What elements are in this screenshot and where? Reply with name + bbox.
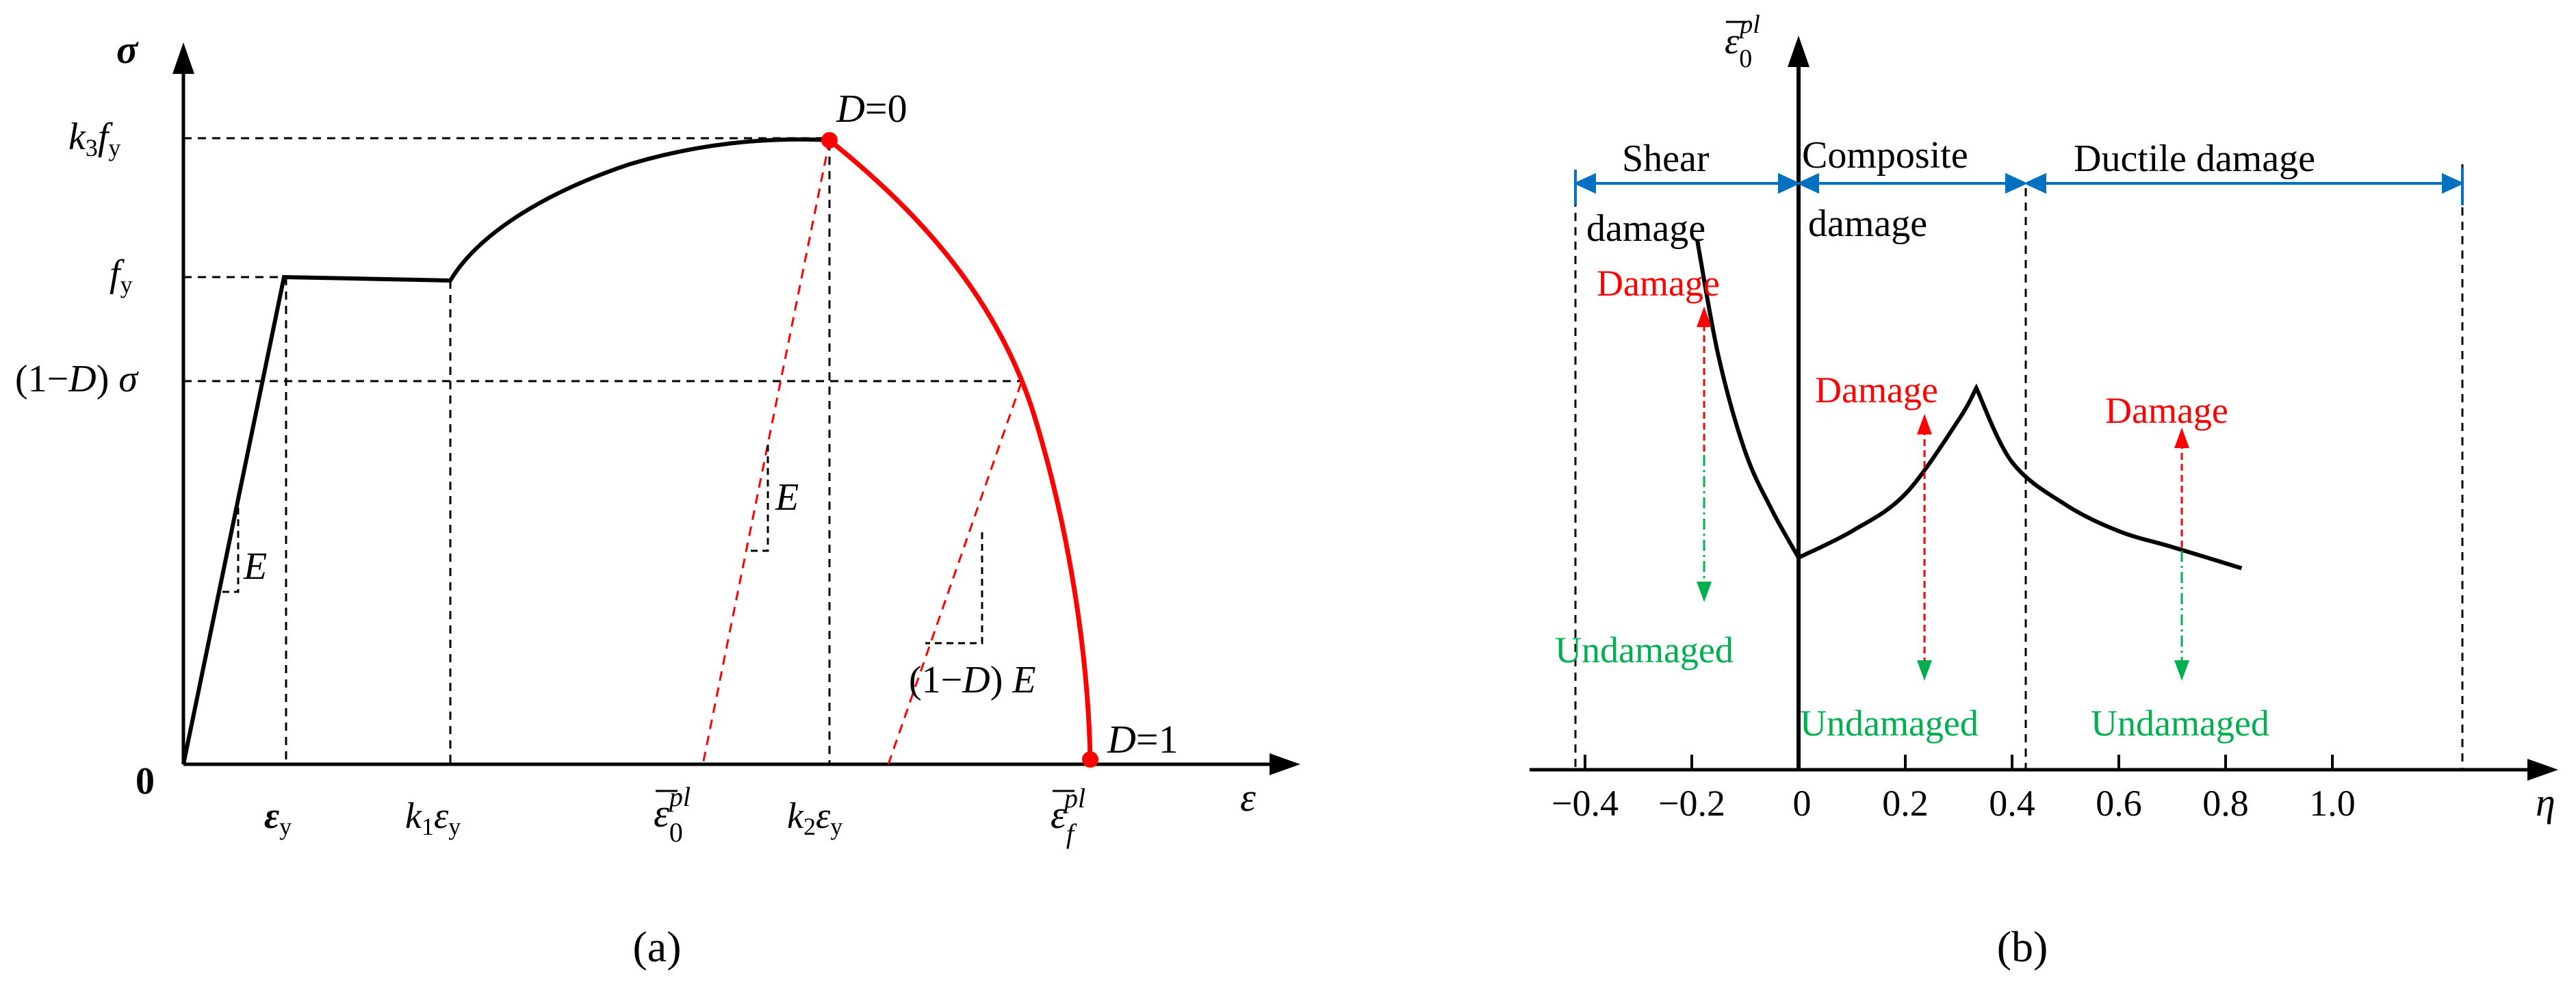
damage-softening-curve — [827, 138, 1093, 760]
x-tick-label-b: 0.6 — [2096, 783, 2142, 824]
slope-triangles — [219, 445, 983, 645]
label-E2: E — [775, 476, 799, 519]
x-axis-b-arrow — [2527, 759, 2558, 781]
caption-a: (a) — [632, 922, 681, 971]
label-damaged-modulus: (1−D) E — [909, 659, 1036, 701]
undamaged-arrowhead-1 — [1697, 582, 1712, 602]
bracket-composite-arrow-left — [1796, 172, 1819, 194]
origin-label: 0 — [136, 760, 155, 803]
y-tick-fy: fy — [110, 252, 133, 298]
x-ticks-b: −0.4 −0.2 0 0.2 0.4 0.6 0.8 1.0 — [1551, 755, 2356, 824]
svg-text:ε0pl: ε0pl — [1725, 10, 1760, 73]
x-tick-label-b: −0.4 — [1551, 783, 1619, 824]
bracket-shear-arrow-right — [1778, 172, 1801, 194]
x-tick-k2ey: k2εy — [787, 795, 842, 840]
damage-arrowhead-3 — [2174, 428, 2189, 448]
label-D1: D=1 — [1107, 717, 1178, 762]
region-bracket — [1573, 168, 2464, 205]
point-D1 — [1082, 751, 1098, 768]
bracket-ductile-arrow-right — [2442, 172, 2464, 194]
undamaged-label-2: Undamaged — [1800, 703, 1979, 744]
x-tick-label-b: 0.4 — [1989, 783, 2035, 824]
caption-b: (b) — [1997, 922, 2048, 971]
damage-arrowhead-2 — [1917, 414, 1932, 434]
y-axis-a-arrow — [172, 42, 194, 74]
region-shear-label-2: damage — [1586, 207, 1705, 250]
arrow-pair-1 — [1697, 307, 1712, 602]
point-D0 — [821, 132, 838, 148]
undamaged-label-1: Undamaged — [1555, 629, 1734, 671]
bracket-ductile-arrow-left — [2024, 172, 2046, 194]
damage-label-3: Damage — [2105, 390, 2228, 431]
x-tick-k1ey: k1εy — [405, 795, 461, 840]
x-tick-label-b: 0 — [1793, 783, 1812, 824]
region-shear-label: Shear — [1622, 138, 1710, 180]
panel-b: −0.4 −0.2 0 0.2 0.4 0.6 0.8 1.0 Shear damage Co… — [1530, 10, 2558, 971]
x-tick-efpl: εfpl — [1051, 783, 1085, 849]
arrow-pair-3 — [2174, 428, 2189, 681]
arrow-pair-2 — [1917, 414, 1932, 681]
x-axis-a-label: ε — [1240, 775, 1256, 820]
svg-text:ε0pl: ε0pl — [654, 781, 691, 848]
guides-a — [183, 137, 1021, 764]
fracture-strain-curve — [1695, 239, 2243, 571]
unload-line-elastic — [701, 140, 831, 765]
stress-strain-curve — [181, 137, 830, 765]
x-tick-label-b: 0.2 — [1882, 783, 1929, 824]
panel-a: σ ε 0 k3fy fy (1−D) σ εy k1εy ε0pl k2εy — [15, 27, 1300, 971]
label-E1: E — [243, 545, 267, 588]
y-axis-b-arrow — [1788, 36, 1809, 67]
x-tick-label-b: 1.0 — [2309, 783, 2356, 824]
svg-text:εfpl: εfpl — [1051, 783, 1085, 849]
label-D0: D=0 — [836, 86, 907, 131]
unload-line-damaged — [887, 382, 1022, 765]
region-composite-label: Composite — [1802, 134, 1968, 177]
undamaged-label-3: Undamaged — [2091, 703, 2269, 744]
damage-label-1: Damage — [1597, 263, 1720, 304]
damage-label-2: Damage — [1815, 369, 1938, 411]
damage-arrowhead-1 — [1697, 307, 1712, 327]
bracket-shear-arrow-left — [1573, 172, 1596, 194]
y-axis-a-label: σ — [116, 27, 139, 72]
state-arrows — [1697, 307, 2189, 681]
region-composite-label-2: damage — [1808, 203, 1927, 245]
x-tick-ey: εy — [264, 795, 292, 840]
unload-lines — [701, 140, 1022, 765]
x-axis-a-arrow — [1270, 753, 1300, 775]
x-axis-b-label: η — [2536, 780, 2555, 824]
y-tick-k3fy: k3fy — [68, 116, 120, 161]
undamaged-arrowhead-3 — [2174, 660, 2189, 681]
undamaged-arrowhead-2 — [1917, 660, 1932, 681]
region-ductile-label: Ductile damage — [2074, 138, 2315, 180]
x-tick-e0pl: ε0pl — [654, 781, 691, 848]
slope-triangle-E3 — [925, 532, 983, 645]
region-boundaries — [1574, 164, 2464, 770]
y-tick-damaged-stress: (1−D) σ — [15, 358, 139, 400]
slope-triangle-E2 — [748, 445, 769, 552]
bracket-composite-arrow-right — [2005, 172, 2028, 194]
x-tick-label-b: 0.8 — [2202, 783, 2249, 824]
y-axis-b-label: ε0pl — [1725, 10, 1760, 73]
x-tick-label-b: −0.2 — [1658, 783, 1725, 824]
slope-triangle-E1 — [219, 496, 240, 593]
